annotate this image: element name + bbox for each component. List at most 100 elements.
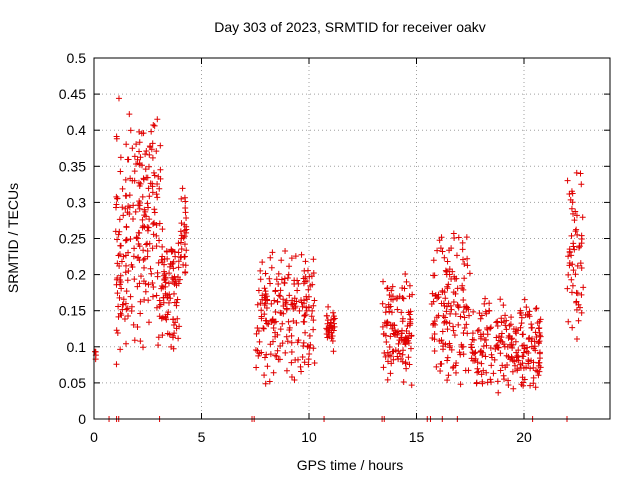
- data-point: [133, 235, 140, 242]
- data-point: [122, 237, 129, 244]
- data-point: [306, 350, 313, 357]
- data-point: [305, 361, 312, 368]
- data-point: [532, 384, 539, 391]
- chart-title: Day 303 of 2023, SRMTID for receiver oak…: [214, 19, 486, 35]
- data-point: [381, 350, 388, 357]
- data-point: [129, 145, 136, 152]
- data-point: [429, 290, 436, 297]
- data-point: [173, 325, 180, 332]
- data-point: [266, 275, 273, 282]
- data-point: [155, 334, 162, 341]
- data-point: [140, 344, 147, 351]
- data-point: [121, 315, 128, 322]
- data-point: [569, 199, 576, 206]
- data-point: [135, 240, 142, 247]
- data-point: [140, 176, 147, 183]
- data-point: [568, 232, 575, 239]
- data-point: [280, 296, 287, 303]
- data-point: [123, 224, 130, 231]
- data-point: [577, 260, 584, 267]
- data-point: [151, 122, 158, 129]
- data-point: [431, 331, 438, 338]
- data-point: [137, 310, 144, 317]
- data-point: [406, 330, 413, 337]
- data-point: [525, 350, 532, 357]
- data-point: [407, 308, 414, 315]
- data-point: [535, 372, 542, 379]
- data-point: [120, 301, 127, 308]
- data-point: [272, 287, 279, 294]
- data-point: [450, 327, 457, 334]
- data-point: [161, 261, 168, 268]
- data-point: [156, 297, 163, 304]
- data-point: [148, 128, 155, 135]
- data-point: [499, 338, 506, 345]
- data-point: [137, 298, 144, 305]
- data-point: [461, 325, 468, 332]
- data-point: [399, 327, 406, 334]
- data-point: [299, 353, 306, 360]
- data-point: [298, 251, 305, 258]
- data-point: [329, 338, 336, 345]
- data-point: [525, 358, 532, 365]
- data-point: [508, 353, 515, 360]
- data-point: [565, 271, 572, 278]
- data-point: [130, 202, 137, 209]
- data-point: [142, 288, 149, 295]
- data-point: [262, 317, 269, 324]
- data-point: [153, 148, 160, 155]
- data-point: [431, 336, 438, 343]
- data-point: [136, 161, 143, 168]
- data-point: [464, 330, 471, 337]
- data-point: [135, 179, 142, 186]
- data-point: [492, 346, 499, 353]
- data-point: [127, 293, 134, 300]
- data-point: [478, 312, 485, 319]
- data-point: [523, 304, 530, 311]
- data-point: [326, 322, 333, 329]
- y-axis-ticks: 0 0.05 0.1 0.15 0.2 0.25 0.3 0.35 0.4 0.45 0.5: [59, 50, 610, 427]
- data-point: [570, 267, 577, 274]
- data-point: [159, 226, 166, 233]
- data-point: [139, 216, 146, 223]
- data-point: [504, 362, 511, 369]
- data-point: [507, 341, 514, 348]
- data-point: [120, 212, 127, 219]
- data-point: [285, 271, 292, 278]
- data-point: [115, 231, 122, 238]
- data-point: [282, 248, 289, 255]
- data-point: [444, 326, 451, 333]
- data-point: [136, 148, 143, 155]
- data-point: [114, 236, 121, 243]
- data-point: [494, 322, 501, 329]
- data-point: [154, 194, 161, 201]
- data-point: [302, 329, 309, 336]
- data-point: [144, 224, 151, 231]
- data-point: [139, 193, 146, 200]
- data-point: [158, 315, 165, 322]
- data-point: [174, 315, 181, 322]
- y-tick-label: 0.15: [59, 303, 86, 319]
- data-point: [537, 364, 544, 371]
- data-point: [304, 343, 311, 350]
- y-tick-label: 0.2: [67, 267, 87, 283]
- data-point: [288, 332, 295, 339]
- data-point: [488, 379, 495, 386]
- data-point: [123, 141, 130, 148]
- data-point: [482, 353, 489, 360]
- data-point: [156, 237, 163, 244]
- data-point: [443, 271, 450, 278]
- data-point: [157, 142, 164, 149]
- data-point: [486, 300, 493, 307]
- data-point: [406, 311, 413, 318]
- data-point: [532, 305, 539, 312]
- data-point: [290, 305, 297, 312]
- data-point: [297, 363, 304, 370]
- data-point: [172, 276, 179, 283]
- data-point: [131, 177, 138, 184]
- data-point: [123, 192, 130, 199]
- data-point: [144, 253, 151, 260]
- data-point: [330, 309, 337, 316]
- data-point: [517, 307, 524, 314]
- data-point: [182, 209, 189, 216]
